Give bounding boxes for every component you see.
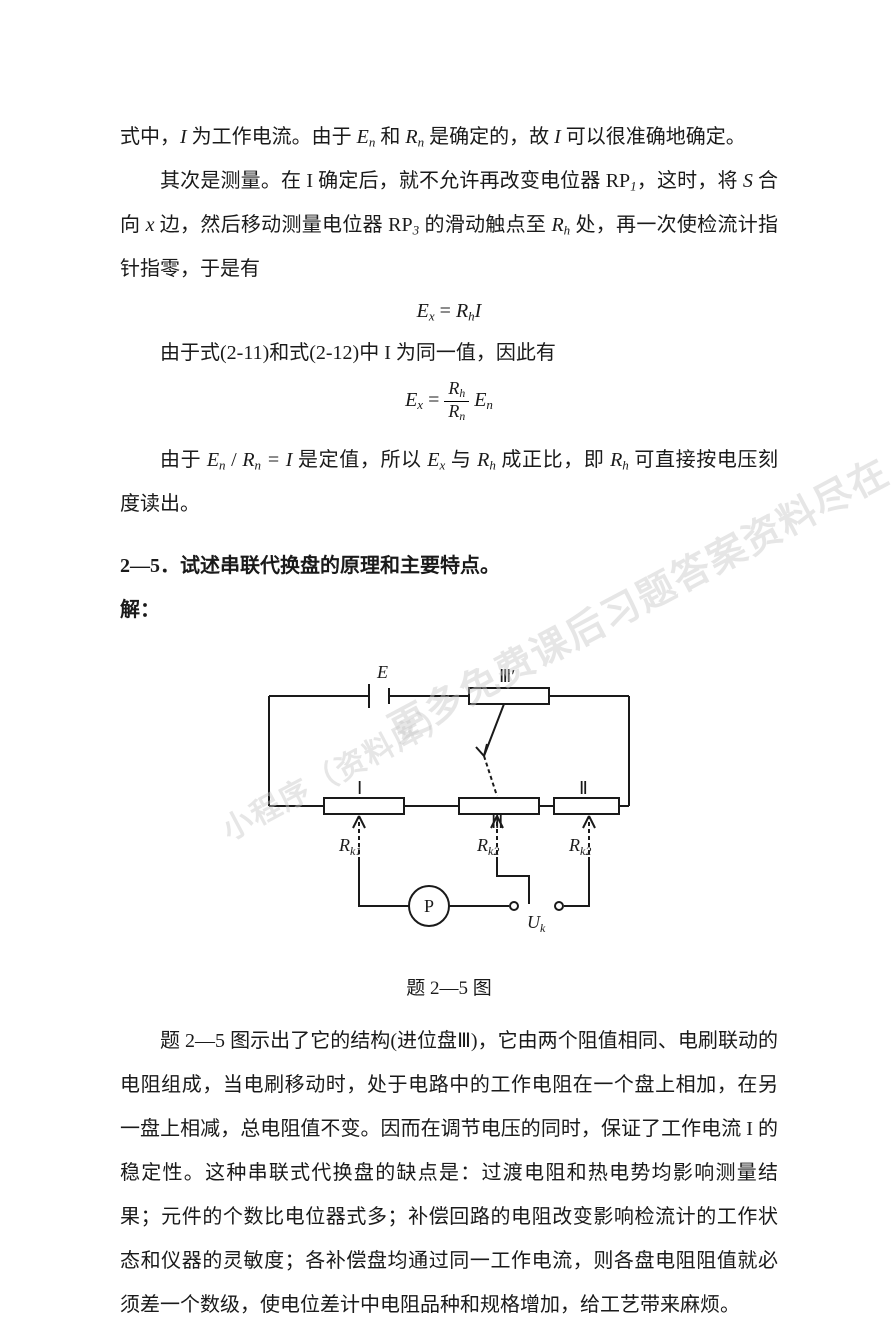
figure-wrap: E Ⅲ′ Ⅰ Ⅲ Ⅱ Rk1 Rk2 Rk2 P Uk (120, 646, 778, 962)
label-Rk2: Rk2 (476, 835, 499, 858)
paragraph-5: 题 2—5 图示出了它的结构(进位盘Ⅲ)，它由两个阻值相同、电刷联动的电阻组成，… (120, 1019, 778, 1327)
var-I: I (180, 126, 187, 148)
var-S: S (743, 170, 753, 192)
p4-En: En (207, 449, 226, 471)
equation-1: Ex = RhI (120, 295, 778, 327)
paragraph-3: 由于式(2-11)和式(2-12)中 I 为同一值，因此有 (120, 331, 778, 375)
p1-rest: 可以很准确地确定。 (561, 126, 746, 148)
question-heading: 2—5．试述串联代换盘的原理和主要特点。 (120, 544, 778, 588)
eq2-tail-sub: n (486, 397, 493, 412)
eq1-R: R (456, 300, 468, 322)
var-I2: I (554, 126, 561, 148)
p4-Rh: Rh (477, 449, 496, 471)
equation-2: Ex = RhRn En (120, 379, 778, 424)
p4-eqI: = I (261, 449, 292, 471)
eq2-eq: = (423, 389, 444, 411)
p4-Rh-b: R (477, 449, 489, 471)
eq1-I: I (475, 300, 482, 322)
p4-En-b: E (207, 449, 219, 471)
eq2-num: Rh (444, 379, 469, 402)
p4-c: 与 (445, 449, 477, 471)
eq1-lhs-E: E (417, 300, 429, 322)
p1-pre: 式中， (120, 126, 180, 148)
p4-d: 成正比，即 (496, 449, 610, 471)
En-base: E (357, 126, 369, 148)
p2-l2c: 边，然后移动测量电位器 RP (154, 214, 412, 236)
label-Rk3: Rk2 (568, 835, 591, 858)
paragraph-2: 其次是测量。在 I 确定后，就不允许再改变电位器 RP1，这时，将 S 合向 x… (120, 159, 778, 291)
p4-Ex: Ex (427, 449, 445, 471)
p2-l2d: 的滑动触点至 (419, 214, 551, 236)
eq1-eq: = (435, 300, 456, 322)
eq2-den-R: R (448, 401, 459, 421)
var-Rn: Rn (405, 126, 424, 148)
circuit-diagram: E Ⅲ′ Ⅰ Ⅲ Ⅱ Rk1 Rk2 Rk2 P Uk (229, 646, 669, 946)
eq2-num-sub: h (459, 387, 465, 400)
Rh-base: R (551, 214, 563, 236)
p1-mid2: 和 (375, 126, 405, 148)
figure-caption: 题 2—5 图 (120, 968, 778, 1010)
p4-a: 由于 (160, 449, 207, 471)
label-III-prime: Ⅲ′ (499, 666, 515, 686)
p4-Rn: Rn (242, 449, 261, 471)
p2-l1b: ，这时， (637, 170, 718, 192)
label-P: P (424, 896, 434, 916)
var-Rh: Rh (551, 214, 570, 236)
eq2-num-R: R (448, 378, 459, 398)
Rn-base: R (405, 126, 417, 148)
p2-l1a: 其次是测量。在 I 确定后，就不允许再改变电位器 RP (160, 170, 630, 192)
label-Uk: Uk (527, 912, 546, 935)
p1-mid3: 是确定的，故 (424, 126, 554, 148)
p4-slash: / (226, 449, 243, 471)
eq2-den: Rn (444, 402, 469, 424)
label-II: Ⅱ (579, 778, 588, 798)
eq2-lhs-E: E (405, 389, 417, 411)
p4-Rn-b: R (242, 449, 254, 471)
p1-mid1: 为工作电流。由于 (187, 126, 357, 148)
p4-Rh2: Rh (610, 449, 629, 471)
p4-Rh2-b: R (610, 449, 622, 471)
label-E: E (376, 662, 388, 682)
p4-b: 是定值，所以 (292, 449, 427, 471)
eq2-frac: RhRn (444, 379, 469, 424)
eq2-den-sub: n (459, 410, 465, 423)
label-I: Ⅰ (357, 778, 362, 798)
var-En: En (357, 126, 376, 148)
label-Rk1: Rk1 (338, 835, 361, 858)
p2-l2a: 将 (718, 170, 743, 192)
paragraph-1: 式中，I 为工作电流。由于 En 和 Rn 是确定的，故 I 可以很准确地确定。 (120, 115, 778, 159)
answer-label: 解： (120, 588, 778, 632)
p4-Ex-b: E (427, 449, 439, 471)
label-III: Ⅲ (491, 812, 503, 832)
paragraph-4: 由于 En / Rn = I 是定值，所以 Ex 与 Rh 成正比，即 Rh 可… (120, 438, 778, 526)
eq2-tail-E: E (469, 389, 486, 411)
